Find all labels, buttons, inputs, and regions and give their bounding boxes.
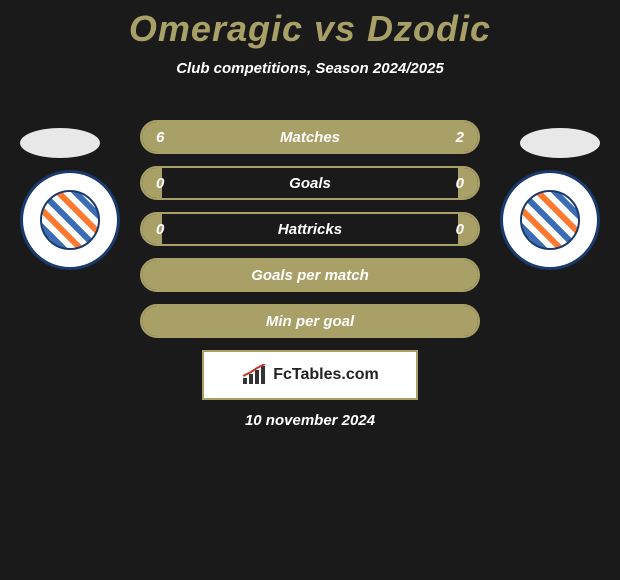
brand-box[interactable]: FcTables.com bbox=[202, 350, 418, 400]
stat-label: Goals per match bbox=[142, 260, 478, 290]
player-silhouette-left bbox=[20, 128, 100, 158]
brand-chart-icon bbox=[241, 364, 269, 386]
stat-row-goals-per-match: Goals per match bbox=[140, 258, 480, 292]
club-badge-stripes bbox=[520, 190, 580, 250]
club-badge-stripes bbox=[40, 190, 100, 250]
stats-container: 6 Matches 2 0 Goals 0 0 Hattricks 0 Goal… bbox=[140, 120, 480, 350]
comparison-title: Omeragic vs Dzodic bbox=[0, 0, 620, 50]
stat-label: Min per goal bbox=[142, 306, 478, 336]
player-silhouette-right bbox=[520, 128, 600, 158]
stat-label: Goals bbox=[142, 168, 478, 198]
date-text: 10 november 2024 bbox=[0, 412, 620, 429]
stat-value-right: 2 bbox=[456, 122, 464, 152]
stat-row-matches: 6 Matches 2 bbox=[140, 120, 480, 154]
stat-value-right: 0 bbox=[456, 214, 464, 244]
stat-label: Hattricks bbox=[142, 214, 478, 244]
brand-text: FcTables.com bbox=[273, 366, 379, 384]
stat-label: Matches bbox=[142, 122, 478, 152]
comparison-subtitle: Club competitions, Season 2024/2025 bbox=[0, 60, 620, 77]
club-badge-left bbox=[20, 170, 120, 270]
stat-row-min-per-goal: Min per goal bbox=[140, 304, 480, 338]
stat-row-goals: 0 Goals 0 bbox=[140, 166, 480, 200]
stat-value-right: 0 bbox=[456, 168, 464, 198]
stat-row-hattricks: 0 Hattricks 0 bbox=[140, 212, 480, 246]
club-badge-right bbox=[500, 170, 600, 270]
